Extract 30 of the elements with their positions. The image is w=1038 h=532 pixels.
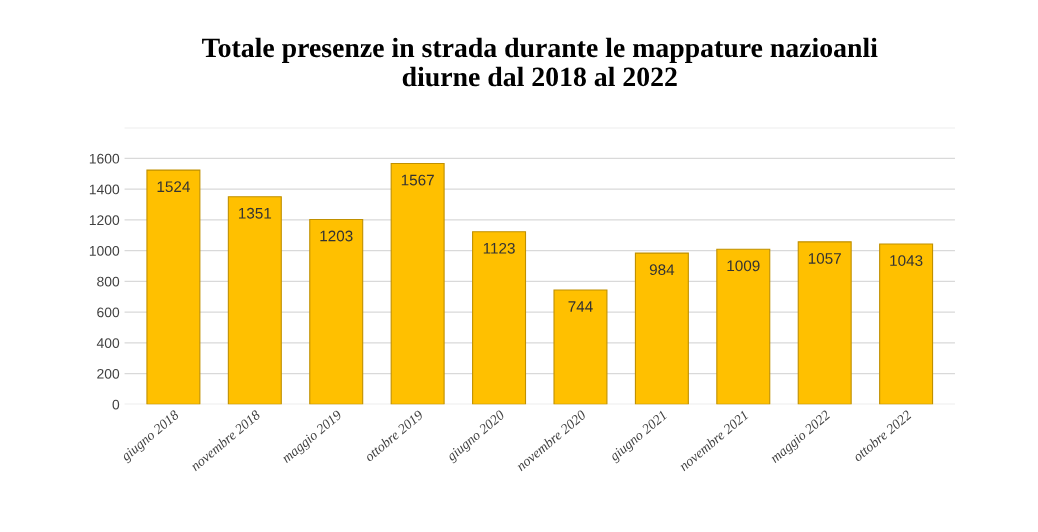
data-label: 1009 (727, 260, 760, 272)
bar (227, 196, 282, 405)
y-tick-label: 1200 (89, 215, 120, 226)
y-tick-label: 400 (96, 338, 120, 349)
data-label: 1351 (238, 207, 272, 219)
y-tick-label: 0 (112, 399, 120, 410)
bar (879, 243, 934, 405)
bar (797, 241, 852, 405)
bar (309, 218, 364, 405)
bar (634, 252, 689, 405)
data-label: 1057 (808, 253, 841, 264)
data-label: 744 (568, 301, 593, 312)
data-label: 1203 (320, 230, 353, 242)
y-tick-label: 800 (97, 276, 120, 287)
data-label: 1043 (890, 255, 923, 266)
bar (472, 231, 527, 405)
data-label: 1123 (483, 242, 515, 254)
y-tick-label: 200 (97, 368, 120, 379)
y-tick-label: 1400 (89, 184, 120, 195)
y-tick-label: 1600 (89, 153, 120, 164)
y-tick-label: 600 (97, 307, 120, 318)
data-label: 984 (649, 264, 675, 276)
bar (390, 162, 445, 405)
data-label: 1524 (157, 181, 190, 193)
data-label: 1567 (401, 174, 434, 186)
bar (553, 289, 608, 405)
bar (146, 169, 201, 405)
bar (716, 248, 771, 405)
y-tick-label: 1000 (89, 245, 120, 256)
chart-title: Totale presenze in strada durante le mappature nazioanli diurne dal 2018 al 2022 (202, 37, 878, 87)
